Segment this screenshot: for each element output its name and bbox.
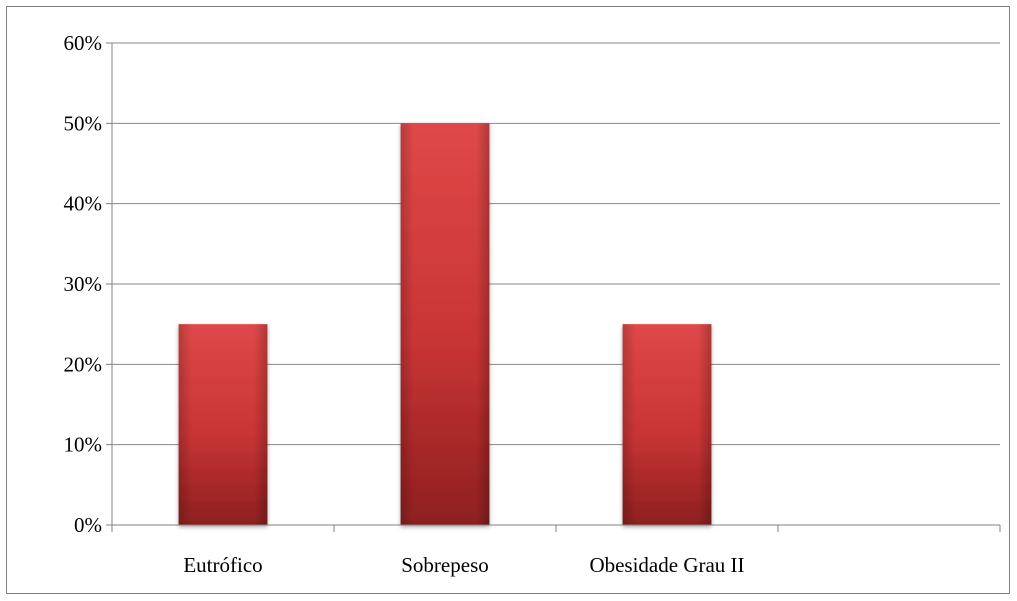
x-axis-tick-labels: Eutrófico Sobrepeso Obesidade Grau II — [183, 553, 744, 577]
x-tick-label: Obesidade Grau II — [589, 553, 744, 577]
x-tick-label: Eutrófico — [183, 553, 262, 577]
bar-chart: 0% 10% 20% 30% 40% 50% 60% Eutrófico Sobrepeso O… — [64, 31, 1001, 577]
y-tick-label: 50% — [64, 111, 103, 135]
y-tick-label: 30% — [64, 272, 103, 296]
bar-shading — [400, 123, 490, 525]
y-tick-label: 10% — [64, 433, 103, 457]
bar-shading — [622, 324, 712, 525]
bar-shading — [178, 324, 268, 525]
axes — [106, 42, 1001, 532]
y-tick-label: 20% — [64, 352, 103, 376]
y-tick-label: 40% — [64, 192, 103, 216]
y-tick-label: 0% — [74, 513, 102, 537]
y-axis-tick-labels: 0% 10% 20% 30% 40% 50% 60% — [64, 31, 103, 537]
x-tick-label: Sobrepeso — [401, 553, 489, 577]
y-tick-label: 60% — [64, 31, 103, 55]
bars — [178, 123, 712, 525]
chart-frame: 0% 10% 20% 30% 40% 50% 60% Eutrófico Sobrepeso O… — [6, 6, 1010, 594]
